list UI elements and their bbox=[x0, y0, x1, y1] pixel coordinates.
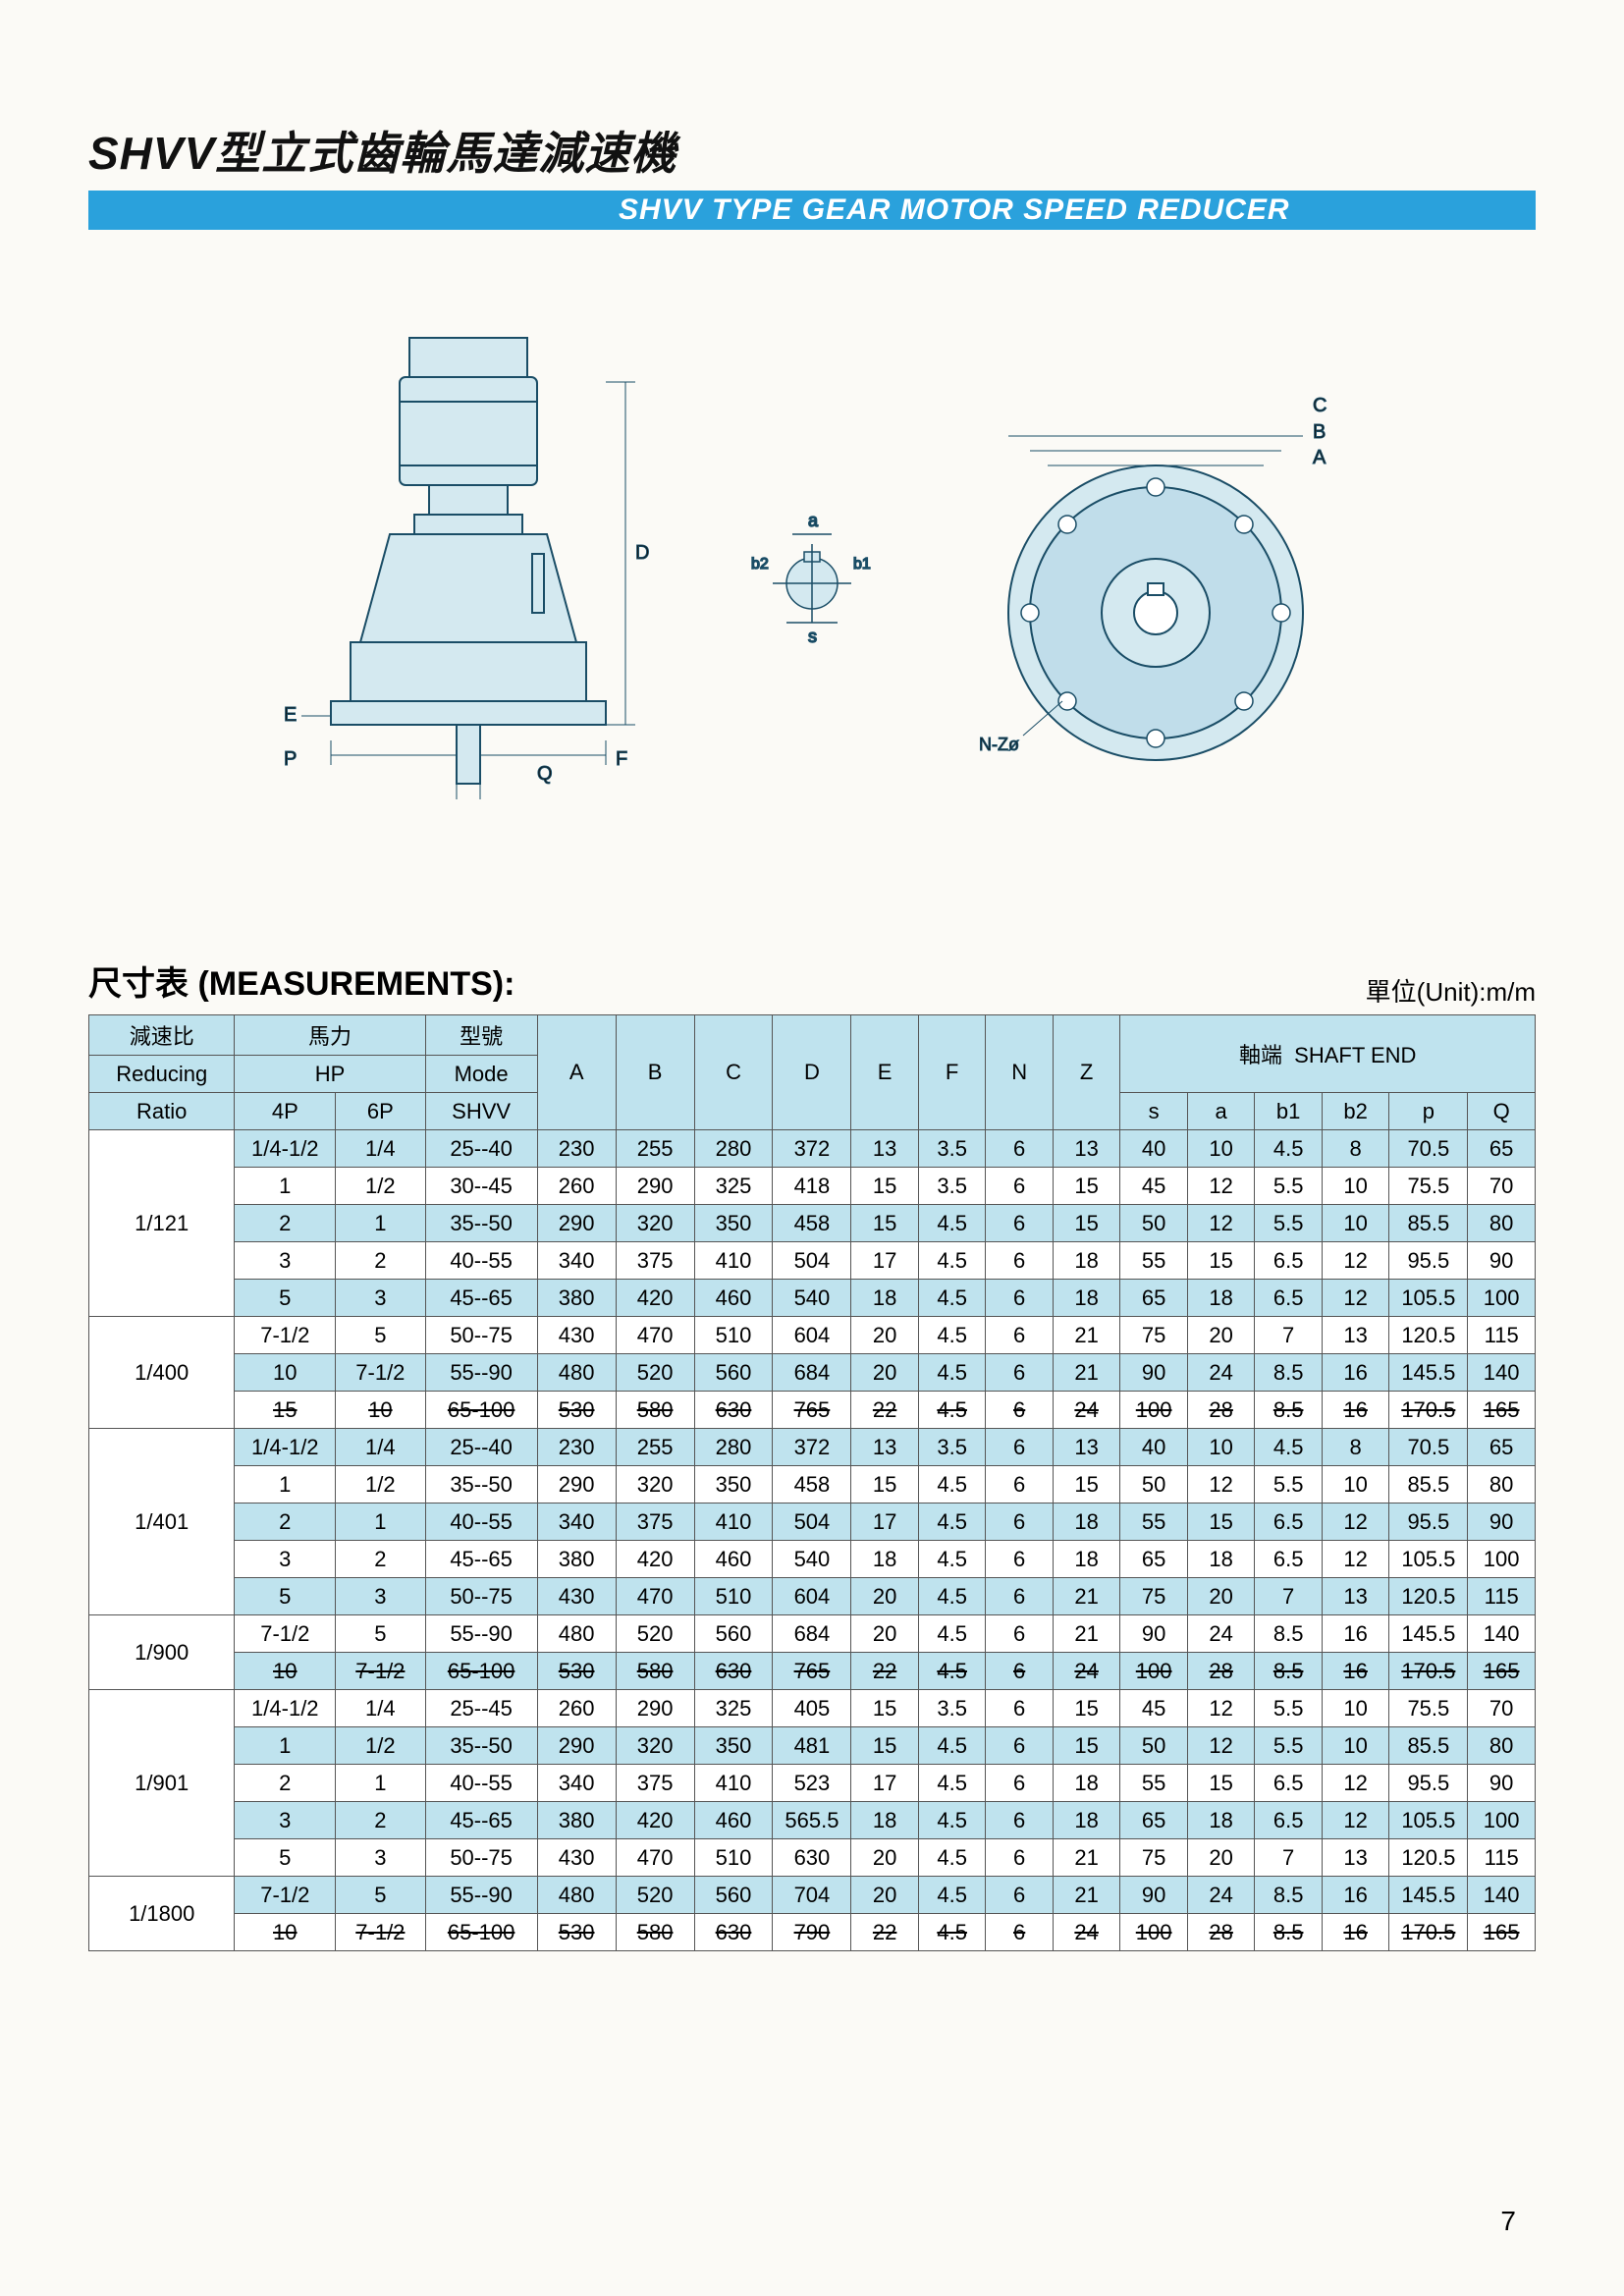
table-row: 1/9011/4-1/21/425--45260290325405153.561… bbox=[89, 1690, 1536, 1727]
svg-text:b1: b1 bbox=[853, 556, 871, 573]
table-row: 5345--65380420460540184.561865186.512105… bbox=[89, 1280, 1536, 1317]
ratio-cell: 1/1800 bbox=[89, 1877, 235, 1951]
hdr-ratio: 減速比 bbox=[89, 1015, 235, 1056]
table-row: 2135--50290320350458154.561550125.51085.… bbox=[89, 1205, 1536, 1242]
svg-text:a: a bbox=[808, 511, 819, 530]
svg-text:A: A bbox=[1313, 447, 1326, 468]
hdr-A: A bbox=[537, 1015, 616, 1130]
table-row: 2140--55340375410523174.561855156.51295.… bbox=[89, 1765, 1536, 1802]
svg-text:C: C bbox=[1313, 395, 1326, 416]
table-row: 1/18007-1/2555--90480520560704204.562190… bbox=[89, 1877, 1536, 1914]
hdr-Q: Q bbox=[1468, 1093, 1536, 1130]
ratio-cell: 1/900 bbox=[89, 1615, 235, 1690]
page-number: 7 bbox=[1500, 2206, 1516, 2237]
table-row: 151065-100530580630765224.5624100288.516… bbox=[89, 1392, 1536, 1429]
page-title-en: SHVV TYPE GEAR MOTOR SPEED REDUCER bbox=[599, 191, 1536, 230]
diagram-side-elevation: D E P Q F bbox=[282, 328, 655, 839]
hdr-s: s bbox=[1120, 1093, 1188, 1130]
hdr-mode: 型號 bbox=[425, 1015, 537, 1056]
table-row: 5350--75430470510604204.56217520713120.5… bbox=[89, 1578, 1536, 1615]
hdr-p: p bbox=[1389, 1093, 1468, 1130]
svg-text:B: B bbox=[1313, 421, 1326, 443]
table-row: 107-1/265-100530580630790224.5624100288.… bbox=[89, 1914, 1536, 1951]
svg-text:F: F bbox=[616, 748, 627, 770]
title-bar: SHVV TYPE GEAR MOTOR SPEED REDUCER bbox=[88, 191, 1536, 230]
table-row: 1/1211/4-1/21/425--40230255280372133.561… bbox=[89, 1130, 1536, 1168]
svg-text:b2: b2 bbox=[751, 556, 769, 573]
ratio-cell: 1/901 bbox=[89, 1690, 235, 1877]
table-row: 11/235--50290320350458154.561550125.5108… bbox=[89, 1466, 1536, 1503]
hdr-a: a bbox=[1187, 1093, 1255, 1130]
table-row: 107-1/255--90480520560684204.562190248.5… bbox=[89, 1354, 1536, 1392]
hdr-E: E bbox=[851, 1015, 919, 1130]
ratio-cell: 1/121 bbox=[89, 1130, 235, 1317]
technical-diagrams: D E P Q F a b2 b1 s bbox=[88, 289, 1536, 878]
hdr-shaft: 軸端 SHAFT END bbox=[1120, 1015, 1536, 1093]
hdr-b2: b2 bbox=[1322, 1093, 1389, 1130]
hdr-Z: Z bbox=[1053, 1015, 1120, 1130]
table-row: 11/230--45260290325418153.561545125.5107… bbox=[89, 1168, 1536, 1205]
section-title: 尺寸表 (MEASUREMENTS): bbox=[88, 957, 514, 1005]
table-row: 2140--55340375410504174.561855156.51295.… bbox=[89, 1503, 1536, 1541]
hdr-N: N bbox=[986, 1015, 1054, 1130]
table-row: 3245--65380420460565.5184.561865186.5121… bbox=[89, 1802, 1536, 1839]
svg-text:Q: Q bbox=[537, 763, 553, 785]
page-title-cn: SHVV型立式齒輪馬達減速機 bbox=[88, 118, 1536, 183]
hdr-hp: 馬力 bbox=[235, 1015, 425, 1056]
table-row: 1/4011/4-1/21/425--40230255280372133.561… bbox=[89, 1429, 1536, 1466]
table-row: 1/4007-1/2550--75430470510604204.5621752… bbox=[89, 1317, 1536, 1354]
table-row: 107-1/265-100530580630765224.5624100288.… bbox=[89, 1653, 1536, 1690]
table-row: 11/235--50290320350481154.561550125.5108… bbox=[89, 1727, 1536, 1765]
svg-text:P: P bbox=[284, 748, 297, 770]
hdr-C: C bbox=[694, 1015, 773, 1130]
measurements-table: 減速比馬力型號ABCDEFNZ軸端 SHAFT ENDReducingHPMod… bbox=[88, 1014, 1536, 1951]
ratio-cell: 1/400 bbox=[89, 1317, 235, 1429]
hdr-B: B bbox=[616, 1015, 694, 1130]
hdr-D: D bbox=[773, 1015, 851, 1130]
table-row: 3240--55340375410504174.561855156.51295.… bbox=[89, 1242, 1536, 1280]
table-row: 1/9007-1/2555--90480520560684204.5621902… bbox=[89, 1615, 1536, 1653]
hdr-F: F bbox=[918, 1015, 986, 1130]
svg-text:E: E bbox=[284, 704, 297, 726]
diagram-flange-top: C B A N-Zø bbox=[969, 377, 1342, 790]
unit-label: 單位(Unit):m/m bbox=[1366, 972, 1536, 1009]
hdr-b1: b1 bbox=[1255, 1093, 1323, 1130]
diagram-shaft-detail: a b2 b1 s bbox=[733, 505, 891, 662]
svg-text:D: D bbox=[635, 542, 649, 564]
table-row: 3245--65380420460540184.561865186.512105… bbox=[89, 1541, 1536, 1578]
svg-text:N-Zø: N-Zø bbox=[979, 735, 1019, 754]
ratio-cell: 1/401 bbox=[89, 1429, 235, 1615]
table-row: 5350--75430470510630204.56217520713120.5… bbox=[89, 1839, 1536, 1877]
svg-text:s: s bbox=[808, 627, 817, 646]
